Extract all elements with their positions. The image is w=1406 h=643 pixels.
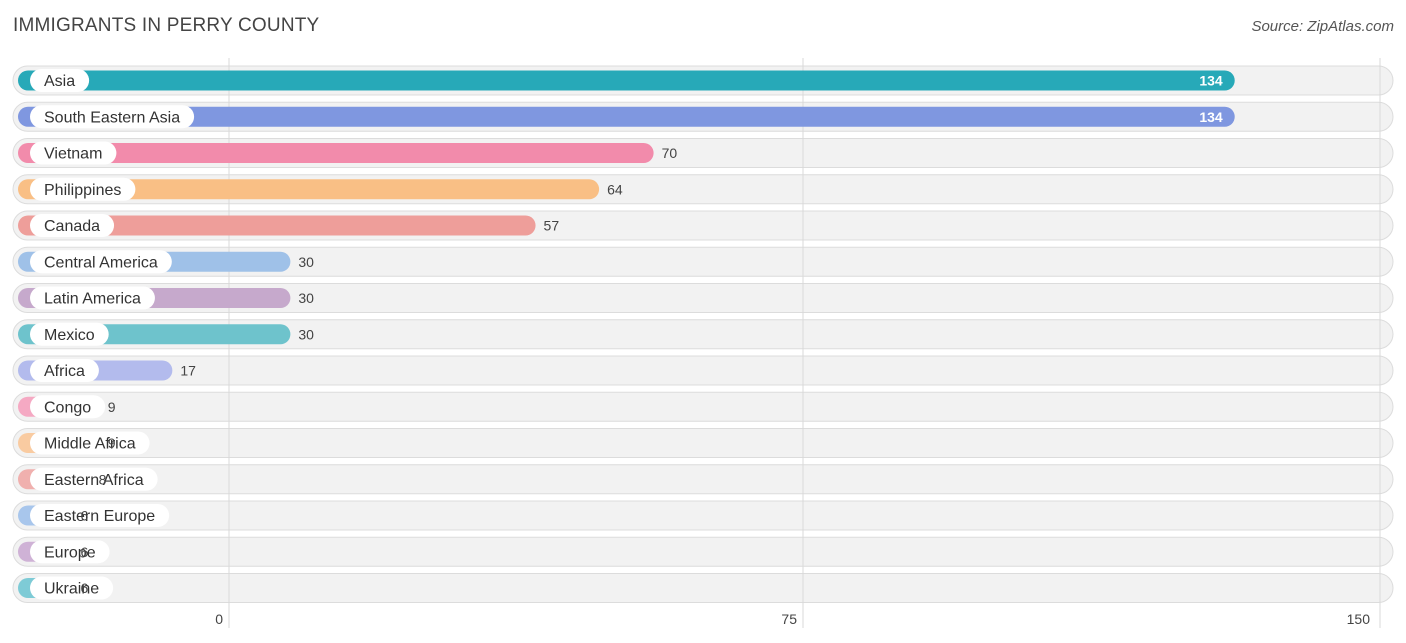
category-label: Mexico — [44, 327, 95, 344]
value-label: 9 — [108, 435, 116, 451]
category-label: Ukraine — [44, 581, 99, 598]
row-background — [12, 283, 1394, 313]
value-label: 9 — [108, 399, 116, 415]
category-pill — [30, 359, 99, 382]
category-pill — [30, 286, 155, 310]
row-background — [12, 391, 1394, 422]
row-background — [12, 500, 1394, 531]
category-label: Eastern Europe — [44, 508, 155, 525]
category-pill — [30, 504, 170, 527]
category-label: Europe — [44, 544, 96, 561]
chart-source: Source: ZipAtlas.com — [1251, 18, 1394, 35]
category-label: Congo — [44, 399, 91, 416]
bar — [18, 106, 1235, 127]
row-background — [12, 319, 1394, 350]
x-tick-label: 75 — [781, 611, 797, 627]
category-label: Africa — [44, 363, 85, 380]
category-pill — [30, 540, 110, 564]
x-tick-label: 150 — [1347, 611, 1371, 627]
category-label: Eastern Africa — [44, 472, 144, 489]
category-pill — [30, 250, 172, 274]
value-label: 64 — [607, 181, 623, 197]
bar — [18, 70, 1235, 91]
row-background — [12, 573, 1394, 603]
value-label: 57 — [544, 218, 560, 234]
bars: Asia 134 South Eastern Asia 134 Vietnam 70 Phi… — [18, 69, 1235, 600]
category-label: Middle Africa — [44, 436, 136, 453]
value-label: 134 — [1199, 109, 1223, 125]
value-label: 6 — [80, 544, 88, 560]
value-label: 30 — [298, 290, 314, 306]
row-background — [12, 355, 1394, 386]
row-background — [12, 246, 1394, 277]
value-label: 17 — [180, 363, 196, 379]
category-pill — [30, 105, 195, 129]
row-background — [12, 536, 1394, 567]
bar — [18, 215, 536, 236]
category-label: Canada — [44, 218, 100, 235]
category-label: South Eastern Asia — [44, 109, 180, 126]
value-label: 8 — [99, 471, 107, 487]
category-pill — [30, 576, 114, 600]
row-background — [12, 464, 1394, 495]
bar — [18, 179, 600, 200]
value-label: 6 — [80, 580, 88, 596]
category-pill — [30, 214, 115, 237]
category-pill — [30, 141, 117, 165]
chart-title: IMMIGRANTS IN PERRY COUNTY — [13, 15, 320, 36]
category-pill — [30, 467, 158, 491]
category-pill — [30, 322, 109, 346]
x-tick-label: 0 — [215, 611, 223, 627]
category-label: Latin America — [44, 291, 141, 308]
category-label: Philippines — [44, 182, 121, 199]
category-pill — [30, 177, 136, 201]
category-pill — [30, 69, 90, 92]
category-pill — [30, 431, 150, 455]
category-label: Asia — [44, 73, 75, 90]
x-axis-ticks: 0 75 150 — [215, 611, 1370, 627]
value-label: 6 — [80, 508, 88, 524]
category-pill — [30, 395, 106, 419]
bar — [18, 143, 654, 163]
value-label: 30 — [298, 326, 314, 342]
category-label: Central America — [44, 254, 158, 271]
value-label: 30 — [298, 254, 314, 270]
category-label: Vietnam — [44, 146, 102, 163]
value-label: 70 — [662, 145, 678, 161]
value-label: 134 — [1199, 73, 1223, 89]
row-background — [12, 428, 1394, 458]
